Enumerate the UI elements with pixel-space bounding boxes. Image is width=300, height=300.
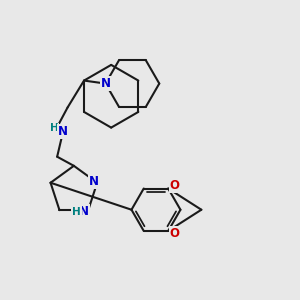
Text: N: N [89, 175, 99, 188]
Text: N: N [100, 77, 110, 90]
Text: N: N [79, 205, 89, 218]
Text: H: H [72, 207, 81, 217]
Text: H: H [50, 123, 58, 134]
Text: O: O [170, 179, 180, 192]
Text: N: N [58, 125, 68, 138]
Text: O: O [170, 227, 180, 240]
